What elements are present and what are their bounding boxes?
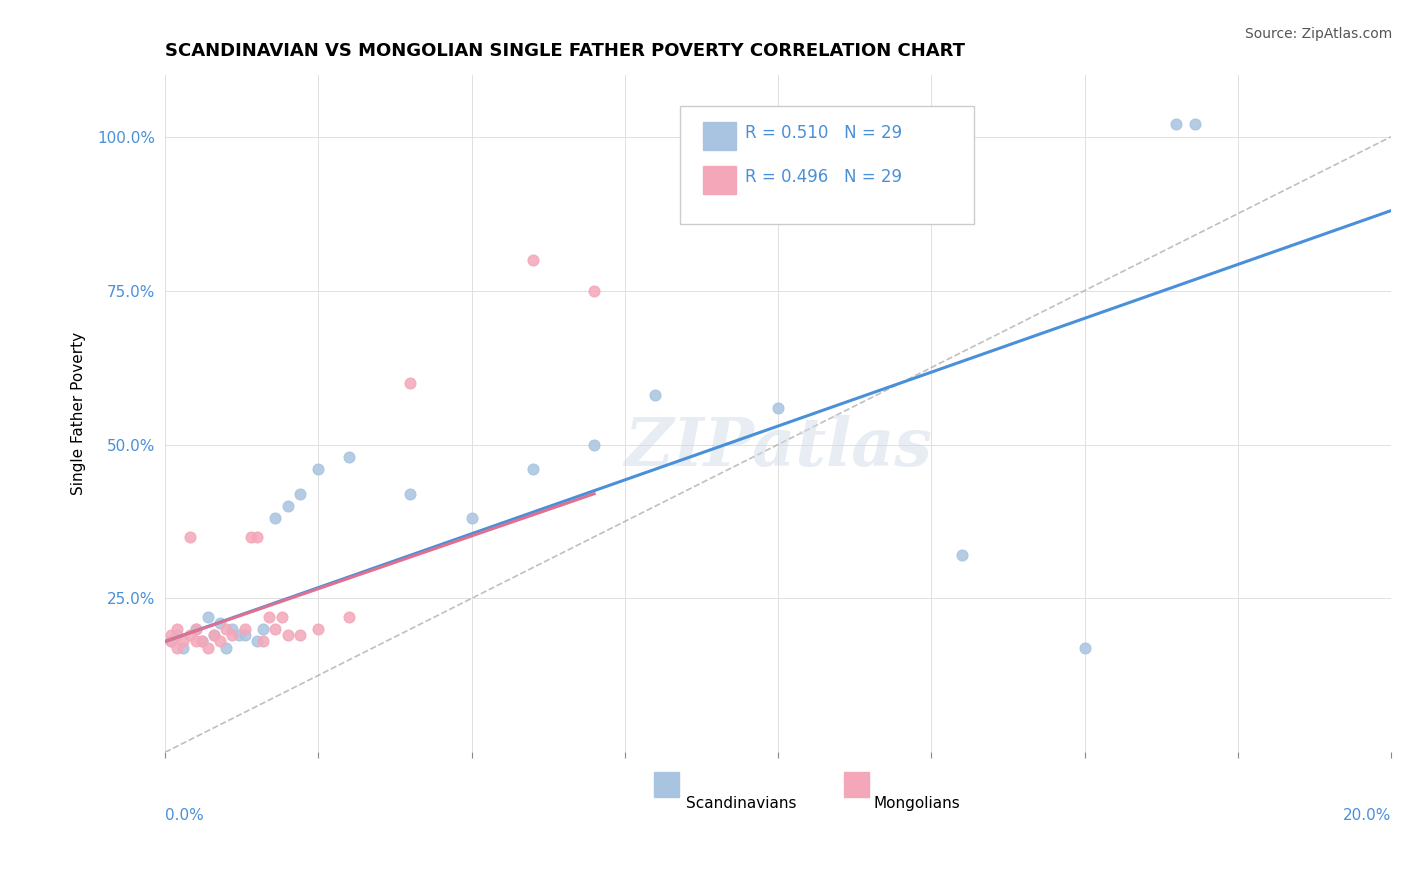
Point [228,628,250,642]
Point [337,610,360,624]
Point [233,622,256,636]
Point [215,622,238,636]
Point [233,628,256,642]
Point [1184,118,1206,132]
Point [307,622,329,636]
Point [522,252,544,267]
Point [950,549,973,563]
Point [172,634,194,648]
FancyBboxPatch shape [654,772,679,797]
Point [1073,640,1095,655]
Point [264,511,287,525]
Text: Mongolians: Mongolians [873,797,960,812]
Point [583,284,606,298]
Point [215,640,238,655]
Point [522,462,544,476]
FancyBboxPatch shape [703,166,737,194]
Point [246,634,269,648]
Point [221,628,243,642]
Point [766,401,789,415]
Point [1166,118,1188,132]
Point [270,610,292,624]
Text: 20.0%: 20.0% [1343,807,1391,822]
Point [246,530,269,544]
Text: Source: ZipAtlas.com: Source: ZipAtlas.com [1244,27,1392,41]
Point [288,628,311,642]
Point [644,388,666,402]
Point [202,628,225,642]
Point [197,610,219,624]
FancyBboxPatch shape [681,105,974,224]
Point [160,628,183,642]
Point [337,450,360,464]
Text: 0.0%: 0.0% [165,807,204,822]
Point [184,622,207,636]
Point [221,622,243,636]
Point [583,437,606,451]
Point [160,634,183,648]
Point [307,462,329,476]
Text: R = 0.496   N = 29: R = 0.496 N = 29 [745,168,901,186]
Text: R = 0.510   N = 29: R = 0.510 N = 29 [745,124,903,142]
Text: SCANDINAVIAN VS MONGOLIAN SINGLE FATHER POVERTY CORRELATION CHART: SCANDINAVIAN VS MONGOLIAN SINGLE FATHER … [165,42,965,60]
Text: Scandinavians: Scandinavians [686,797,797,812]
Point [209,615,232,630]
Point [179,530,201,544]
Point [239,530,262,544]
Point [288,487,311,501]
Point [184,622,207,636]
Point [264,622,287,636]
FancyBboxPatch shape [844,772,869,797]
Point [399,376,422,390]
Point [252,622,274,636]
Point [166,640,188,655]
Point [172,640,194,655]
Point [460,511,482,525]
Point [184,634,207,648]
Point [191,634,214,648]
FancyBboxPatch shape [703,122,737,151]
Point [160,634,183,648]
Point [166,622,188,636]
Point [252,634,274,648]
Point [179,628,201,642]
Point [277,628,299,642]
Point [166,628,188,642]
Point [399,487,422,501]
Point [202,628,225,642]
Point [191,634,214,648]
Point [209,634,232,648]
Point [259,610,281,624]
Point [197,640,219,655]
Text: ZIPatlas: ZIPatlas [624,415,932,480]
Y-axis label: Single Father Poverty: Single Father Poverty [72,332,86,495]
Point [277,499,299,513]
